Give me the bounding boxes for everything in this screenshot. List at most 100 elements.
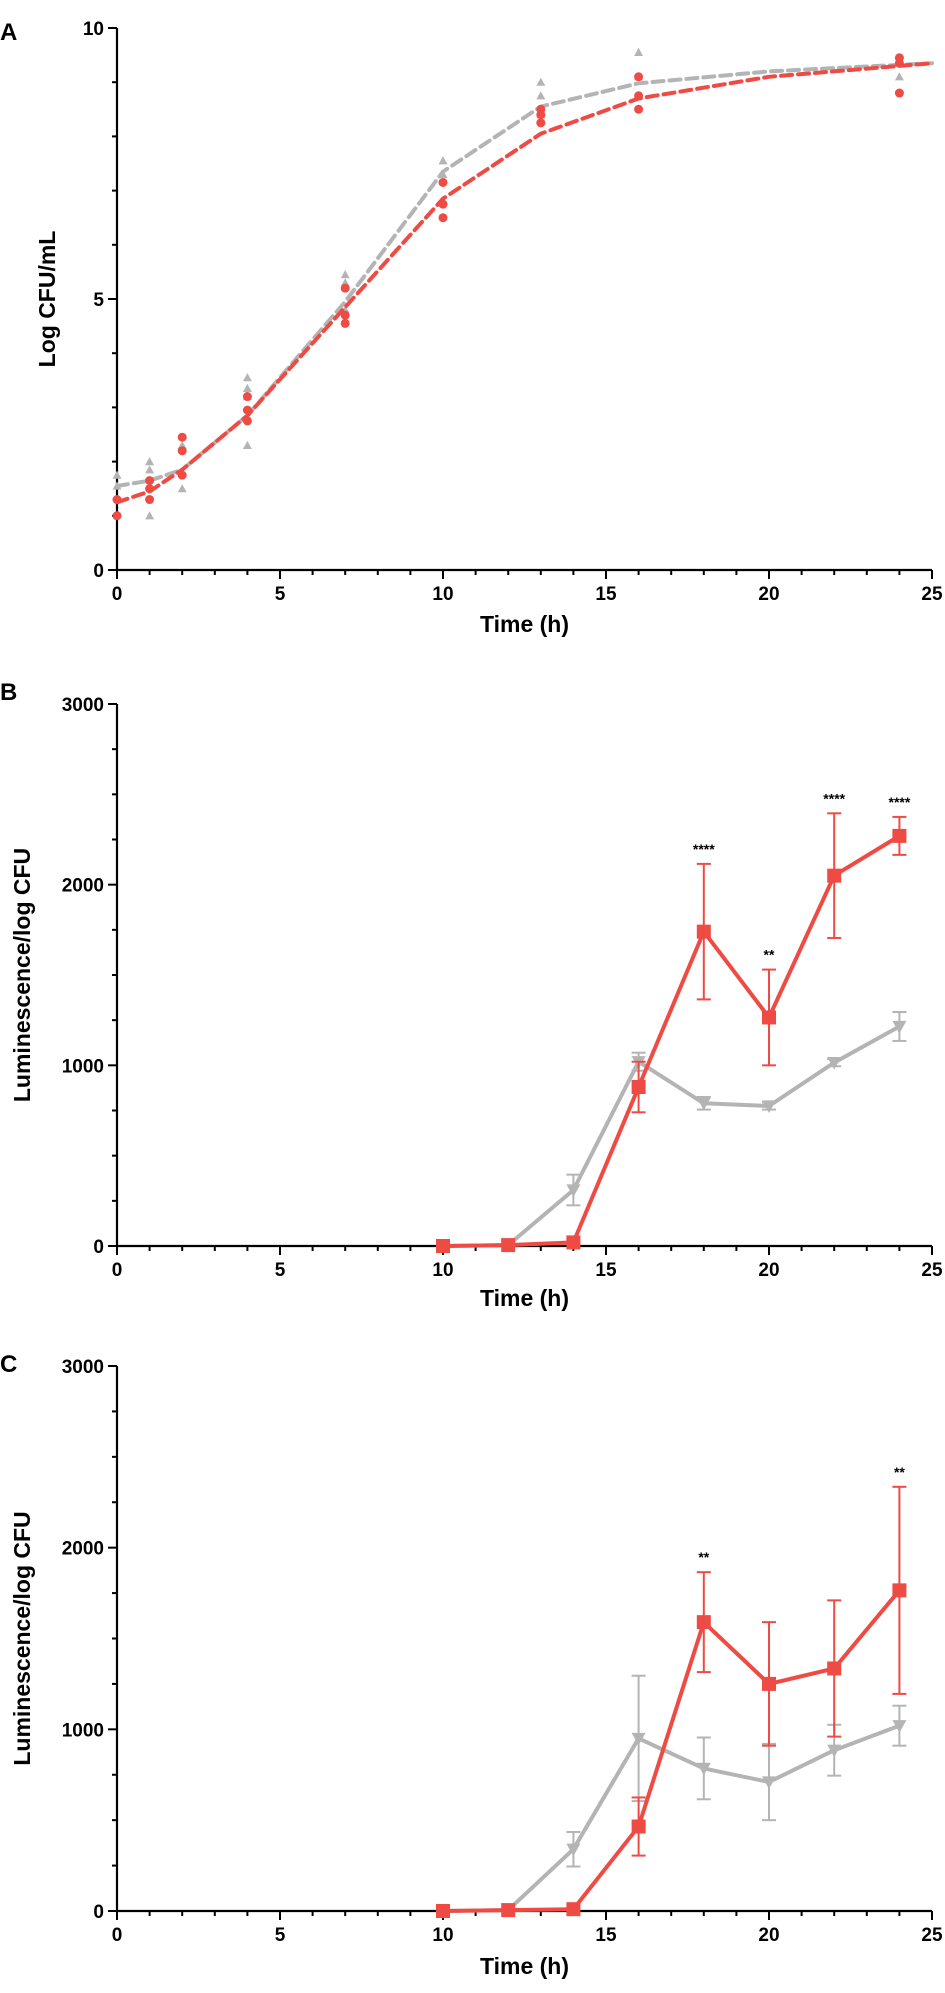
data-point-red <box>438 177 448 187</box>
data-point-red <box>242 416 252 426</box>
data-point-gray <box>631 1732 646 1746</box>
series-line-gray <box>442 1024 901 1248</box>
x-tick-label: 25 <box>921 1925 943 1946</box>
data-point-gray <box>177 484 187 493</box>
y-tick-label: 1000 <box>62 1056 104 1077</box>
data-point-red <box>340 318 350 328</box>
y-tick-label: 0 <box>93 1237 104 1258</box>
x-tick-label: 10 <box>432 584 453 605</box>
data-point-red <box>894 53 904 63</box>
y-tick-label: 3000 <box>62 695 104 716</box>
x-axis-title: Time (h) <box>480 1285 569 1311</box>
data-point-red <box>340 283 350 293</box>
data-point-gray <box>827 1744 842 1758</box>
panel-c: C 0 5 10 15 20 25 0 1000 2000 3000 Time (h) Lumines… <box>0 1351 943 1979</box>
data-point-red <box>762 1010 776 1025</box>
x-tick-label: 5 <box>275 1925 286 1946</box>
data-point-gray <box>762 1776 776 1790</box>
significance-label: ** <box>764 947 775 963</box>
significance-label: **** <box>693 841 715 857</box>
y-axis-title: Luminescence/log CFU <box>9 848 35 1102</box>
x-tick-label: 5 <box>275 1260 286 1281</box>
y-tick-label: 2000 <box>62 1539 104 1560</box>
data-point-red <box>827 868 842 883</box>
x-tick-label: 15 <box>595 584 617 605</box>
significance-label: **** <box>889 794 911 810</box>
data-point-gray <box>634 47 644 56</box>
x-tick-label: 20 <box>758 1925 779 1946</box>
series-line-gray <box>442 1723 901 1913</box>
data-point-red <box>762 1676 776 1691</box>
data-point-gray <box>242 383 252 393</box>
fit-line-gray <box>115 61 934 488</box>
data-point-gray <box>827 1057 842 1070</box>
x-axis-title: Time (h) <box>480 611 569 637</box>
y-tick-label: 1000 <box>62 1720 104 1741</box>
y-tick-label: 2000 <box>62 876 104 897</box>
panel-letter: B <box>0 679 17 706</box>
y-axis-title: Luminescence/log CFU <box>9 1511 35 1765</box>
data-point-red <box>894 88 904 98</box>
x-tick-label: 10 <box>432 1925 453 1946</box>
data-point-gray <box>566 1843 581 1857</box>
x-tick-label: 15 <box>595 1260 617 1281</box>
data-point-red <box>242 405 252 415</box>
data-point-gray <box>242 373 252 382</box>
data-point-gray <box>696 1762 711 1776</box>
data-point-red <box>145 476 155 486</box>
x-tick-label: 0 <box>112 1925 123 1946</box>
data-point-red <box>827 1661 842 1676</box>
data-point-gray <box>536 91 546 100</box>
y-tick-label: 0 <box>93 1902 104 1923</box>
panel-b: B 0 5 10 15 20 25 0 1000 2000 3000 Time (h) Lumines… <box>0 679 943 1311</box>
data-point-red <box>696 924 711 939</box>
data-point-gray <box>892 1720 907 1733</box>
data-point-gray <box>566 1184 581 1197</box>
data-point-red <box>145 495 155 505</box>
data-point-red <box>436 1904 450 1918</box>
data-point-red <box>536 118 546 128</box>
fit-line-red <box>115 61 934 505</box>
data-point-red <box>177 432 187 442</box>
data-point-gray <box>242 440 252 449</box>
y-tick-label: 3000 <box>62 1357 104 1378</box>
significance-label: **** <box>823 790 845 806</box>
data-point-gray <box>438 156 448 165</box>
data-point-gray <box>145 465 155 474</box>
data-point-red <box>566 1235 581 1250</box>
data-point-red <box>177 446 187 456</box>
data-point-gray <box>892 1020 907 1034</box>
data-point-red <box>145 484 155 494</box>
data-point-red <box>436 1239 450 1253</box>
data-point-red <box>340 310 350 320</box>
data-point-red <box>438 199 448 209</box>
data-point-gray <box>112 470 122 479</box>
data-point-red <box>634 104 644 114</box>
data-point-red <box>892 828 907 843</box>
data-point-red <box>631 1080 646 1095</box>
data-point-gray <box>696 1097 711 1111</box>
x-tick-label: 5 <box>275 584 286 605</box>
y-axis-title: Log CFU/mL <box>34 231 60 368</box>
significance-label: ** <box>698 1549 709 1565</box>
significance-label: ** <box>894 1464 905 1480</box>
data-point-red <box>112 495 122 505</box>
data-point-red <box>696 1615 711 1630</box>
x-axis-title: Time (h) <box>480 1953 569 1979</box>
x-tick-label: 15 <box>595 1925 617 1946</box>
x-tick-label: 0 <box>112 1260 123 1281</box>
data-point-gray <box>762 1100 776 1113</box>
x-tick-label: 0 <box>112 584 123 605</box>
x-tick-label: 10 <box>432 1260 453 1281</box>
x-tick-label: 25 <box>921 1260 943 1281</box>
y-tick-label: 5 <box>93 290 104 311</box>
x-tick-label: 25 <box>921 584 943 605</box>
data-point-red <box>634 72 644 82</box>
data-point-red <box>501 1903 516 1918</box>
y-tick-label: 0 <box>93 561 104 582</box>
data-point-red <box>177 470 187 480</box>
data-point-red <box>892 1583 907 1598</box>
panel-letter: A <box>0 19 17 46</box>
data-point-red <box>566 1902 581 1917</box>
